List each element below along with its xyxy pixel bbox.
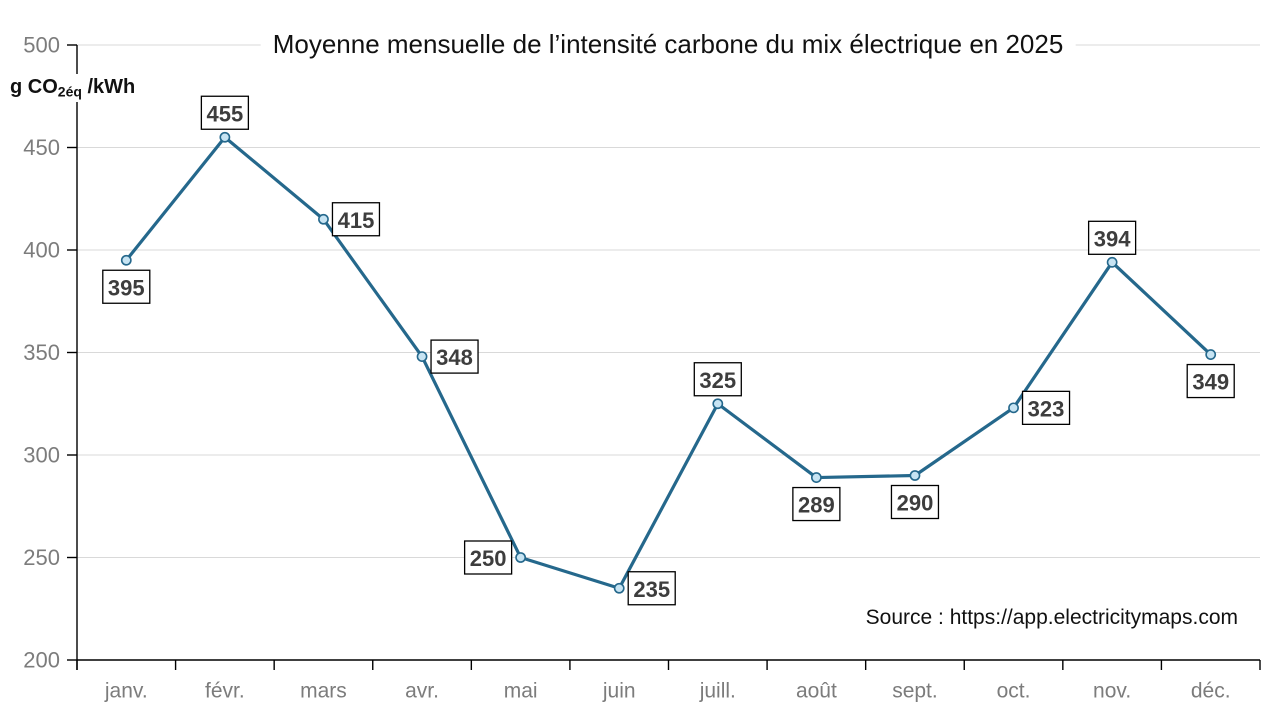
data-label-box <box>463 540 513 575</box>
data-label-value: 395 <box>108 275 145 300</box>
source-note: Source : https://app.electricitymaps.com <box>865 606 1238 629</box>
data-label-value: 349 <box>1192 370 1229 395</box>
data-point-marker <box>712 398 724 410</box>
x-axis-month-label: déc. <box>1191 680 1231 703</box>
x-axis-month-label: avr. <box>405 680 439 703</box>
data-point-marker <box>1205 349 1217 360</box>
data-label-box <box>1021 390 1071 426</box>
y-axis-tick-label: 450 <box>23 135 60 160</box>
data-point-marker <box>515 552 527 563</box>
x-axis-month-label: sept. <box>892 680 938 703</box>
data-label-box <box>102 269 151 304</box>
data-label-box <box>1186 363 1235 399</box>
y-axis-unit-label: g CO2éq /kWh <box>10 74 144 102</box>
x-axis-month-label: nov. <box>1093 680 1131 703</box>
data-label-value: 290 <box>897 491 934 516</box>
data-label-value: 325 <box>699 368 736 393</box>
data-label-value: 455 <box>207 101 244 126</box>
data-label-box <box>1087 220 1137 255</box>
data-point-marker <box>318 213 329 225</box>
y-axis-tick-label: 400 <box>23 238 60 263</box>
data-label-value: 289 <box>798 493 835 518</box>
data-point-marker <box>1008 402 1019 414</box>
y-axis-unit-subscript: 2éq <box>57 83 82 100</box>
data-label-box <box>792 486 841 522</box>
x-axis-month-label: juin <box>602 680 636 703</box>
data-label-box <box>430 339 479 374</box>
data-label-value: 323 <box>1028 396 1065 421</box>
data-label-box <box>890 484 940 520</box>
y-axis-tick-label: 200 <box>23 648 60 673</box>
data-point-marker <box>219 131 231 143</box>
x-axis-month-label: mai <box>504 680 538 703</box>
x-axis-month-label: juill. <box>699 680 736 703</box>
y-axis-tick-label: 500 <box>23 33 60 58</box>
y-axis-tick-label: 300 <box>23 443 60 468</box>
data-point-marker <box>1106 256 1118 268</box>
data-label-box <box>200 95 250 130</box>
data-point-marker <box>909 470 921 481</box>
data-label-value: 348 <box>436 345 473 370</box>
chart-title: Moyenne mensuelle de l’intensité carbone… <box>260 27 1076 61</box>
x-axis-month-label: oct. <box>997 680 1031 703</box>
y-axis-unit-suffix: /kWh <box>81 76 136 98</box>
y-axis-tick-label: 250 <box>23 545 60 570</box>
data-point-marker <box>120 254 132 266</box>
data-label-value: 394 <box>1094 226 1131 251</box>
data-label-value: 250 <box>470 546 507 571</box>
x-axis-month-label: janv. <box>104 680 148 703</box>
x-axis-month-label: mars <box>300 680 347 703</box>
data-label-box <box>331 202 381 237</box>
data-label-box <box>627 571 676 606</box>
data-point-marker <box>416 351 428 362</box>
data-label-box <box>693 362 742 397</box>
data-point-marker <box>810 472 822 483</box>
data-label-value: 415 <box>338 208 375 233</box>
data-line <box>124 135 1213 590</box>
y-axis-unit-prefix: g CO <box>10 76 58 98</box>
x-axis-month-label: août <box>796 680 837 703</box>
data-point-marker <box>613 582 625 594</box>
y-axis-tick-label: 350 <box>23 340 60 365</box>
data-label-value: 235 <box>633 577 670 602</box>
x-axis-month-label: févr. <box>205 680 245 703</box>
